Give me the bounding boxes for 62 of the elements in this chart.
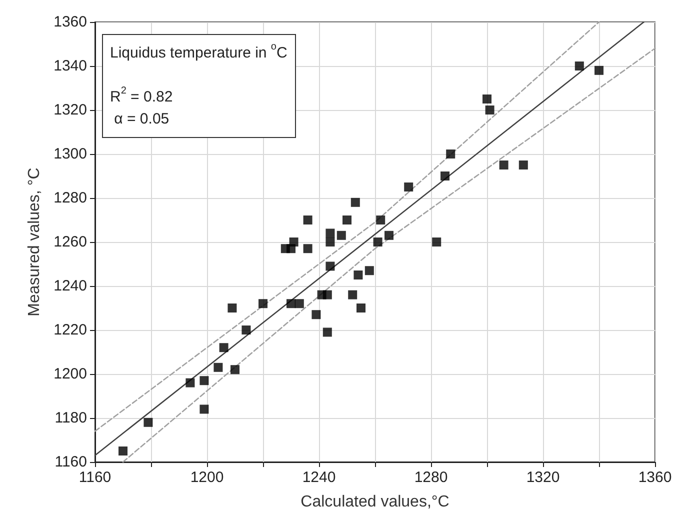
point [200, 376, 209, 386]
point [440, 172, 450, 180]
y-tick-label: 1360 [54, 14, 87, 30]
point [350, 198, 360, 207]
y-tick-label: 1260 [54, 234, 87, 250]
y-tick-label: 1180 [54, 410, 87, 426]
point [574, 62, 584, 70]
point [303, 216, 312, 224]
point [354, 270, 363, 280]
annotation: α = 0.05 [110, 110, 170, 128]
point [289, 238, 298, 246]
point [118, 446, 128, 456]
point [144, 418, 153, 427]
x-tick-label: 1280 [414, 469, 448, 486]
point [446, 150, 456, 158]
y-tick-label: 1220 [54, 322, 87, 338]
point [258, 299, 268, 308]
point [356, 304, 366, 312]
point [186, 378, 195, 388]
point [312, 310, 321, 320]
point [594, 66, 604, 75]
point [242, 326, 251, 334]
point [348, 290, 358, 300]
point [219, 343, 228, 352]
point [404, 182, 414, 192]
point [294, 299, 304, 308]
y-axis-title: Measured values, °C [26, 168, 44, 316]
y-tick-label: 1340 [54, 58, 87, 74]
x-tick-label: 1320 [526, 469, 560, 486]
point [286, 299, 296, 308]
x-axis-title: Calculated values,°C [300, 494, 450, 510]
x-tick-label: 1360 [638, 469, 672, 486]
point [322, 290, 332, 300]
y-tick-label: 1320 [54, 102, 87, 118]
point [499, 160, 508, 170]
point [342, 216, 352, 224]
x-tick-label: 1240 [302, 469, 336, 486]
point [373, 238, 382, 246]
point [485, 106, 494, 114]
point [384, 230, 394, 240]
point [303, 244, 312, 254]
point [200, 404, 209, 414]
point [228, 304, 237, 312]
y-tick-label: 1160 [54, 454, 87, 470]
point [336, 230, 346, 240]
point [482, 94, 492, 104]
point [326, 262, 335, 271]
point [518, 160, 528, 170]
y-tick-label: 1200 [54, 366, 87, 382]
point [326, 228, 335, 238]
point [214, 362, 223, 372]
y-tick-label: 1300 [54, 146, 87, 162]
x-tick-label: 1160 [78, 469, 112, 486]
point [322, 328, 332, 337]
point [432, 238, 442, 246]
point [230, 365, 240, 374]
y-tick-label: 1280 [54, 190, 87, 206]
point [376, 216, 386, 224]
y-tick-label: 1240 [54, 278, 87, 294]
point [326, 238, 335, 246]
x-tick-label: 1200 [190, 469, 224, 486]
point [364, 266, 374, 276]
